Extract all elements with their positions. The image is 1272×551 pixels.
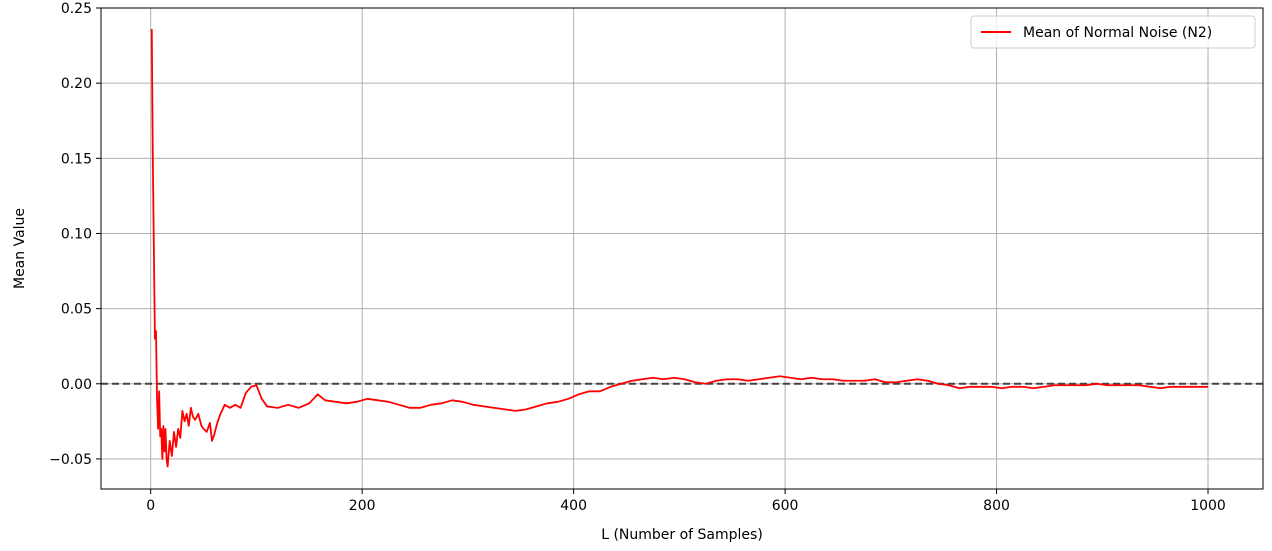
x-axis-label: L (Number of Samples) [601, 527, 763, 543]
x-tick-label: 1000 [1190, 498, 1226, 514]
y-axis-label: Mean Value [12, 208, 28, 289]
y-tick-label: 0.20 [61, 76, 92, 92]
legend: Mean of Normal Noise (N2) [970, 15, 1256, 49]
legend-box [970, 15, 1256, 49]
axis-labels: L (Number of Samples) Mean Value [12, 208, 763, 543]
y-tick-label: 0.05 [61, 302, 92, 318]
x-tick-label: 800 [983, 498, 1010, 514]
plot-area [101, 29, 1263, 468]
axes: 0 200 400 600 800 1000 −0.05 0.00 0.05 0.10 0.15 0.… [49, 1, 1264, 514]
plot-frame [100, 7, 1264, 490]
y-tick-label: 0.25 [61, 1, 92, 17]
x-tick-label: 200 [349, 498, 376, 514]
y-tick-label: 0.15 [61, 151, 92, 167]
y-tick-label: 0.00 [61, 377, 92, 393]
y-tick-label: 0.10 [61, 226, 92, 242]
y-tick-label: −0.05 [49, 452, 92, 468]
legend-entry: Mean of Normal Noise (N2) [1023, 25, 1212, 41]
grid-lines [101, 7, 1263, 489]
x-tick-label: 400 [560, 498, 587, 514]
x-tick-label: 0 [146, 498, 155, 514]
series-line-n2 [150, 29, 1209, 468]
x-tick-label: 600 [772, 498, 799, 514]
